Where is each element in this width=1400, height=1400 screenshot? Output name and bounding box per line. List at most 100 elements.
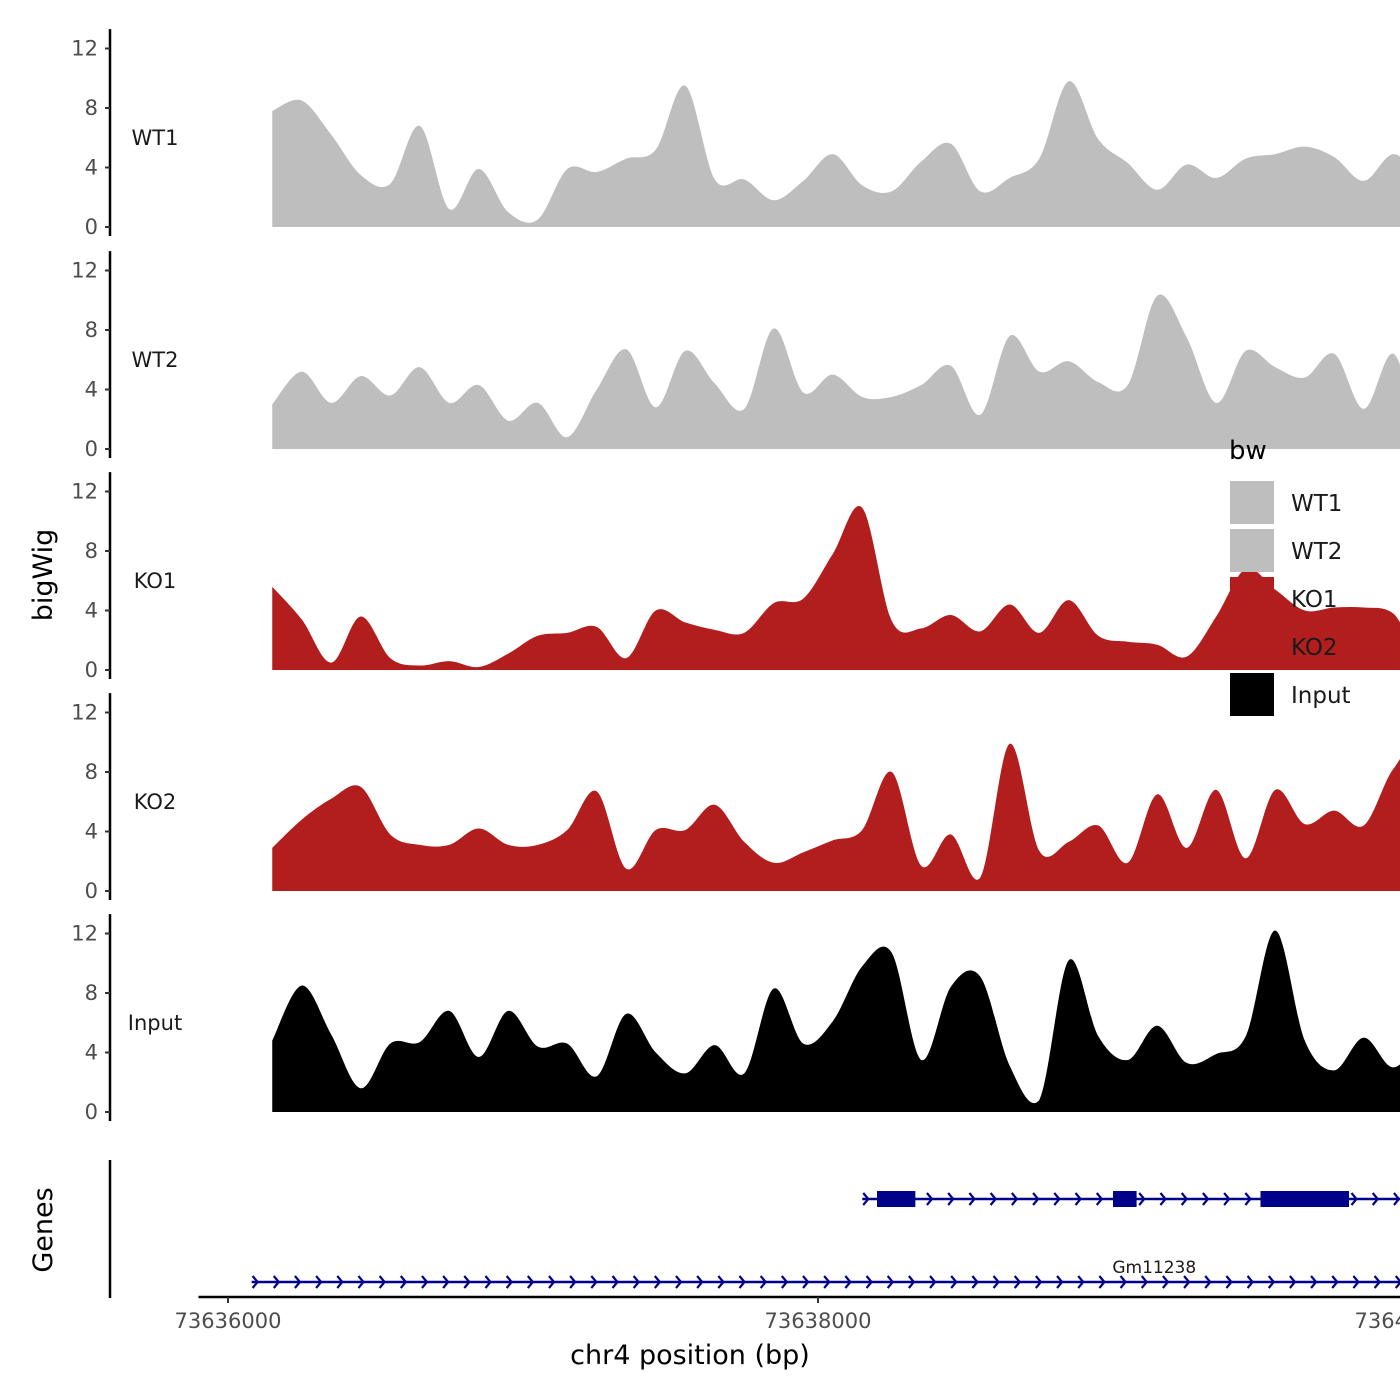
- y-tick-label: 0: [85, 879, 98, 903]
- legend-label-wt2: WT2: [1291, 539, 1342, 565]
- track-label: KO2: [134, 790, 177, 814]
- x-axis-title: chr4 position (bp): [570, 1340, 810, 1371]
- strand-arrow: [442, 1275, 450, 1289]
- strand-arrow: [926, 1192, 934, 1206]
- legend-key-wt1: [1230, 481, 1274, 524]
- y-tick-label: 8: [85, 981, 98, 1005]
- legend-label-ko1: KO1: [1291, 587, 1338, 613]
- strand-arrow: [989, 1192, 998, 1206]
- strand-arrow: [844, 1275, 852, 1289]
- track-area-ko2: [272, 743, 1400, 891]
- gene-gm11236: Gm11236: [862, 1191, 1400, 1207]
- strand-arrow: [865, 1275, 873, 1289]
- strand-arrow: [1289, 1275, 1297, 1289]
- track-area-wt1: [272, 81, 1400, 227]
- strand-arrow: [590, 1275, 598, 1289]
- strand-arrow: [862, 1192, 870, 1206]
- x-tick-label: 73636000: [175, 1309, 282, 1333]
- y-tick-label: 0: [85, 658, 98, 682]
- track-wt1: 0 4 8 12 WT1: [71, 29, 1400, 239]
- strand-arrow: [611, 1275, 619, 1289]
- genes-axis-title: Genes: [28, 1187, 59, 1272]
- strand-arrow: [463, 1275, 471, 1289]
- strand-arrow: [1246, 1275, 1254, 1289]
- strand-arrow: [738, 1275, 746, 1289]
- strand-arrow: [1138, 1192, 1146, 1206]
- y-tick-label: 8: [85, 318, 98, 342]
- track-label: WT2: [132, 348, 179, 372]
- strand-arrow: [1180, 1192, 1189, 1206]
- y-tick-label: 4: [85, 820, 98, 844]
- strand-arrow: [1204, 1275, 1212, 1289]
- strand-arrow: [717, 1275, 725, 1289]
- y-axis-title: bigWig: [28, 529, 59, 622]
- strand-arrow: [505, 1275, 514, 1289]
- strand-arrow: [1140, 1275, 1149, 1289]
- strand-arrow: [1183, 1275, 1191, 1289]
- strand-arrow: [1095, 1192, 1104, 1206]
- strand-arrow: [1162, 1275, 1170, 1289]
- strand-arrow: [632, 1275, 641, 1289]
- track-ko2: 0 4 8 12 KO2: [71, 693, 1400, 903]
- strand-arrow: [294, 1275, 302, 1289]
- strand-arrow: [759, 1275, 768, 1289]
- strand-arrow: [947, 1192, 955, 1206]
- y-tick-label: 8: [85, 96, 98, 120]
- track-ko1: 0 4 8 12 KO1: [71, 472, 1400, 682]
- strand-arrow: [1331, 1275, 1339, 1289]
- track-input: 0 4 8 12 Input: [71, 914, 1400, 1124]
- strand-arrow: [802, 1275, 810, 1289]
- track-area-input: [272, 930, 1400, 1112]
- y-tick-label: 4: [85, 156, 98, 180]
- y-tick-label: 12: [71, 37, 98, 61]
- y-tick-label: 0: [85, 215, 98, 239]
- strand-arrow: [1225, 1275, 1233, 1289]
- strand-arrow: [1053, 1192, 1061, 1206]
- strand-arrow: [908, 1275, 916, 1289]
- strand-arrow: [315, 1275, 323, 1289]
- strand-arrow: [251, 1275, 260, 1289]
- strand-arrow: [1371, 1192, 1380, 1206]
- strand-arrow: [272, 1275, 281, 1289]
- y-tick-label: 8: [85, 539, 98, 563]
- strand-arrow: [357, 1275, 365, 1289]
- x-axis: 73636000736380007364000073642000: [175, 1295, 1400, 1333]
- strand-arrow: [548, 1275, 556, 1289]
- strand-arrow: [421, 1275, 429, 1289]
- strand-arrow: [1350, 1192, 1358, 1206]
- legend-key-ko2: [1230, 625, 1274, 668]
- y-tick-label: 0: [85, 1100, 98, 1124]
- strand-arrow: [1352, 1275, 1360, 1289]
- y-tick-label: 12: [71, 922, 98, 946]
- strand-arrow: [526, 1275, 535, 1289]
- exon: [877, 1191, 916, 1207]
- strand-arrow: [1202, 1192, 1210, 1206]
- gene-track: Gm11236 Gm11238: [108, 1160, 1400, 1298]
- strand-arrow: [929, 1275, 937, 1289]
- strand-arrow: [696, 1275, 704, 1289]
- legend-label-ko2: KO2: [1291, 635, 1338, 661]
- strand-arrow: [1310, 1275, 1318, 1289]
- strand-arrow: [1074, 1192, 1082, 1206]
- track-area-ko1: [272, 506, 1400, 670]
- track-area-wt2: [272, 294, 1400, 449]
- strand-arrow: [1032, 1192, 1040, 1206]
- strand-arrow: [1373, 1275, 1382, 1289]
- strand-arrow: [1010, 1192, 1019, 1206]
- bigwig-tracks: 0 4 8 12 WT1 0 4 8 12 WT2 0 4 8 12 KO1 0 4 8 12 KO2 0 4 8 12 Inp…: [71, 29, 1400, 1124]
- y-tick-label: 4: [85, 599, 98, 623]
- y-tick-label: 12: [71, 480, 98, 504]
- strand-arrow: [1098, 1275, 1106, 1289]
- strand-arrow: [1223, 1192, 1231, 1206]
- strand-arrow: [336, 1275, 344, 1289]
- y-tick-label: 12: [71, 259, 98, 283]
- strand-arrow: [1056, 1275, 1064, 1289]
- strand-arrow: [1394, 1275, 1400, 1289]
- strand-arrow: [1267, 1275, 1276, 1289]
- legend-label-wt1: WT1: [1291, 491, 1342, 517]
- y-tick-label: 8: [85, 760, 98, 784]
- strand-arrow: [1077, 1275, 1085, 1289]
- legend-label-input: Input: [1291, 683, 1351, 709]
- track-wt2: 0 4 8 12 WT2: [71, 251, 1400, 461]
